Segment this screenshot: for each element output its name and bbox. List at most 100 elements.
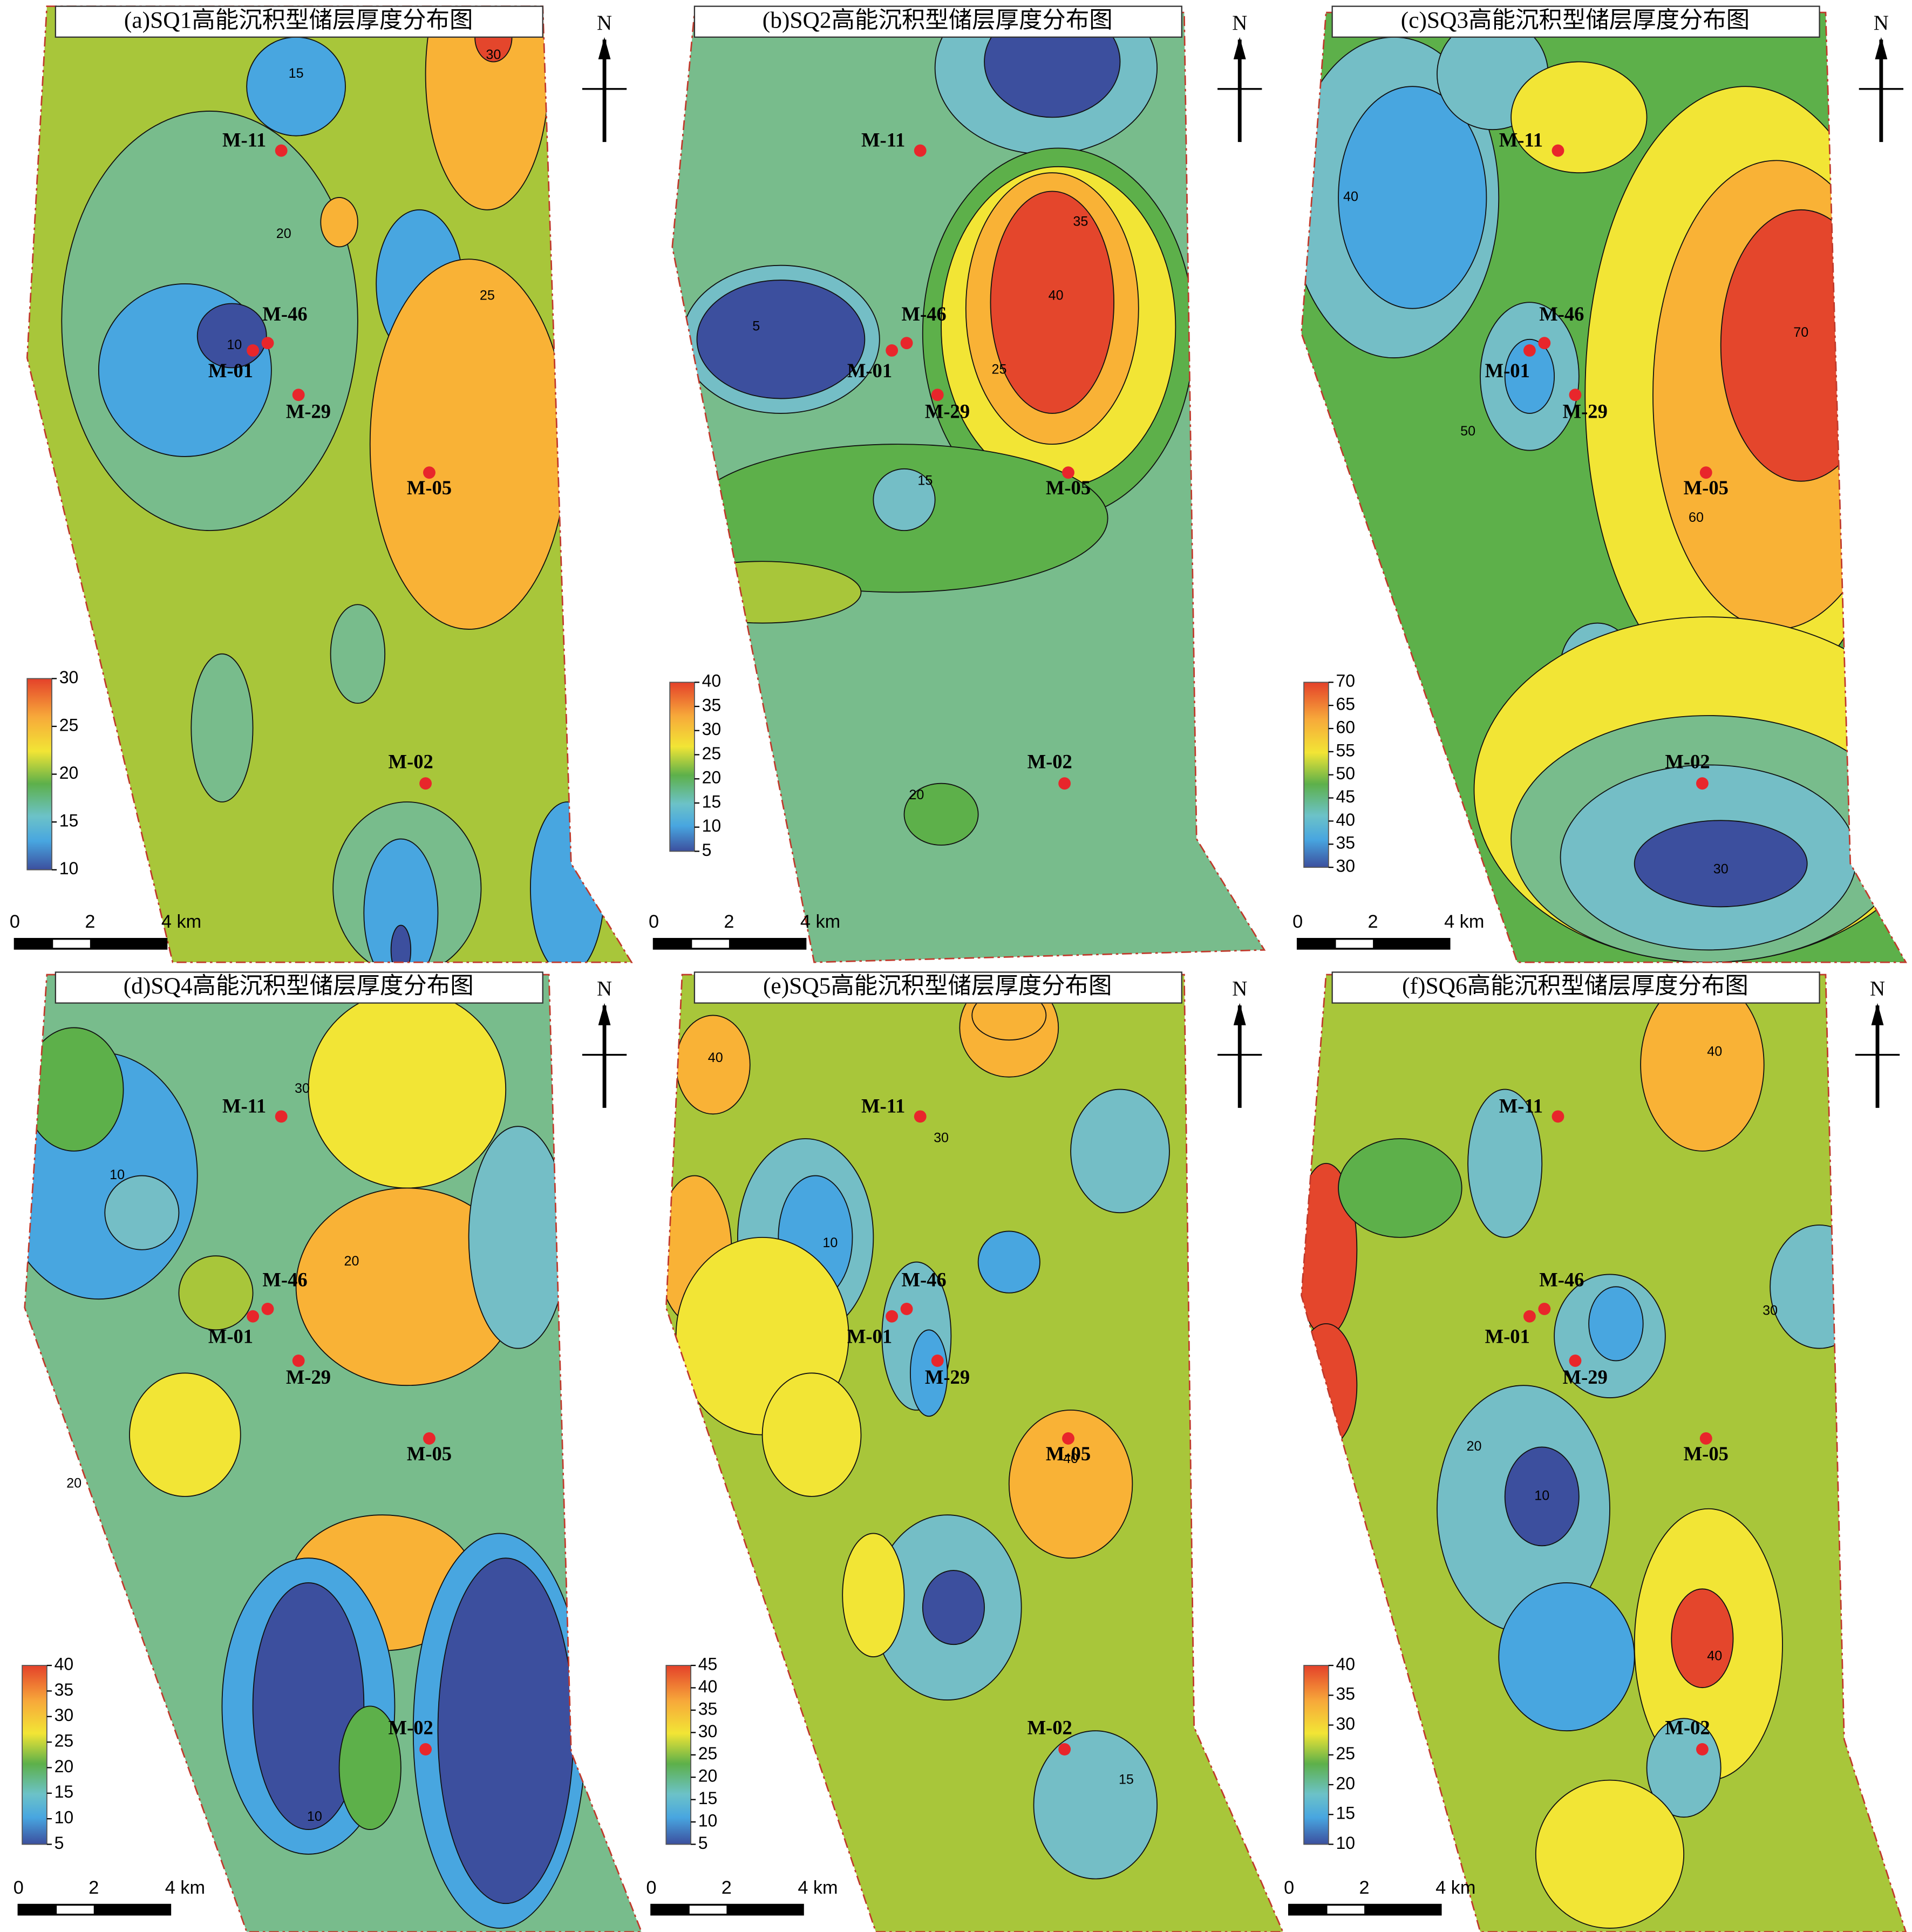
contour-zone [1338, 86, 1487, 309]
well [914, 144, 927, 157]
contour-label: 20 [909, 787, 924, 802]
colorbar-label: 30 [702, 719, 722, 739]
north-label: N [1232, 11, 1247, 35]
contour-zone [990, 191, 1114, 414]
colorbar-label: 60 [1336, 717, 1356, 737]
contour-label: 50 [1460, 424, 1475, 439]
well-label: M-02 [1665, 751, 1710, 773]
contour-zone [330, 604, 386, 704]
well [900, 1303, 913, 1315]
title-box [1331, 971, 1820, 1004]
well [292, 1355, 305, 1367]
contour-zone [178, 1255, 254, 1331]
map-panel: 40 10 30 40 15 M-11 M-46 M-01 M-29 M-05 M-02 (e)SQ5… [646, 971, 1284, 1932]
colorbar-label: 10 [698, 1811, 718, 1831]
contour-label: 30 [934, 1131, 949, 1146]
scale-seg [651, 1904, 690, 1915]
scale-label: 4 km [798, 1877, 838, 1898]
scale-seg [18, 1904, 57, 1915]
scale-seg [1364, 1904, 1441, 1915]
well [1699, 1432, 1712, 1445]
map-panel: 1020301020M-11M-46M-01M-29M-05M-02(d)SQ4… [13, 971, 643, 1932]
colorbar-label: 20 [698, 1766, 718, 1786]
scale-label: 2 [724, 911, 734, 932]
well-label: M-01 [208, 1325, 253, 1348]
well-label: M-05 [407, 477, 452, 499]
contour-label: 10 [110, 1167, 125, 1182]
colorbar [26, 678, 52, 870]
well [914, 1110, 927, 1123]
well-label: M-02 [1028, 1716, 1072, 1738]
well [275, 144, 288, 157]
contour-zone [1338, 1138, 1462, 1238]
title-box [693, 5, 1182, 38]
well-label: M-46 [901, 303, 946, 325]
colorbar-label: 50 [1336, 764, 1356, 783]
colorbar-label: 10 [55, 1808, 74, 1827]
contour-zone [977, 1230, 1040, 1294]
contour-label: 10 [307, 1809, 322, 1824]
well [1696, 777, 1709, 790]
scale-label: 4 km [161, 911, 201, 932]
contour-zone [529, 801, 605, 963]
scale-label: 0 [13, 1877, 24, 1898]
well [423, 466, 436, 479]
contour-zone [196, 303, 267, 369]
colorbar-label: 35 [698, 1699, 718, 1718]
well [1569, 389, 1582, 402]
well-label: M-05 [1046, 477, 1091, 499]
colorbar-label: 35 [55, 1680, 74, 1699]
well [1552, 1110, 1564, 1123]
contour-zone [696, 280, 866, 399]
colorbar [1303, 682, 1329, 868]
scale-label: 2 [85, 911, 95, 932]
scale-label: 0 [646, 1877, 656, 1898]
contour-zone [308, 990, 507, 1189]
well-label: M-02 [389, 1716, 433, 1738]
well-label: M-02 [389, 751, 433, 773]
well-label: M-01 [1485, 1325, 1530, 1348]
contour-zone [1671, 1588, 1734, 1689]
contour-zone [1498, 1582, 1635, 1732]
contour-zone [104, 1175, 180, 1250]
well-label: M-02 [1028, 751, 1072, 773]
scale-label: 4 km [800, 911, 840, 932]
thickness-map [666, 975, 1283, 1932]
colorbar-label: 20 [59, 763, 79, 783]
contour-label: 30 [1713, 861, 1729, 876]
north-head [1233, 1003, 1246, 1025]
contour-label: 40 [708, 1050, 723, 1065]
contour-zone [1008, 1409, 1133, 1559]
well [419, 777, 432, 790]
well [1058, 1743, 1071, 1756]
well-label: M-11 [861, 1094, 905, 1117]
north-head [1871, 1003, 1884, 1025]
well-label: M-11 [222, 1094, 266, 1117]
thickness-map [24, 975, 642, 1932]
colorbar-label: 45 [698, 1655, 718, 1674]
contour-label: 15 [917, 473, 933, 488]
panel-title: (e)SQ5高能沉积型储层厚度分布图 [763, 973, 1112, 999]
well-label: M-46 [262, 303, 307, 325]
contour-zone [1535, 1779, 1685, 1929]
colorbar-label: 35 [1336, 1684, 1356, 1704]
colorbar-label: 25 [1336, 1744, 1356, 1763]
well-label: M-11 [861, 128, 905, 151]
boundary [665, 974, 1284, 1932]
colorbar-label: 25 [698, 1744, 718, 1763]
contour-label: 20 [66, 1476, 81, 1491]
colorbar-label: 10 [1336, 1833, 1356, 1853]
well [292, 389, 305, 402]
well-label: M-01 [847, 359, 892, 382]
well [247, 1310, 260, 1323]
panel-title: (a)SQ1高能沉积型储层厚度分布图 [124, 7, 473, 33]
colorbar-label: 40 [698, 1677, 718, 1696]
colorbar-label: 40 [1336, 1655, 1356, 1674]
contour-label: 20 [1467, 1439, 1482, 1454]
colorbar-label: 15 [55, 1782, 74, 1801]
well [1569, 1355, 1582, 1367]
contour-label: 60 [1689, 510, 1704, 525]
colorbar [1303, 1665, 1329, 1845]
well [1538, 337, 1551, 350]
contour-label: 70 [1793, 325, 1808, 340]
